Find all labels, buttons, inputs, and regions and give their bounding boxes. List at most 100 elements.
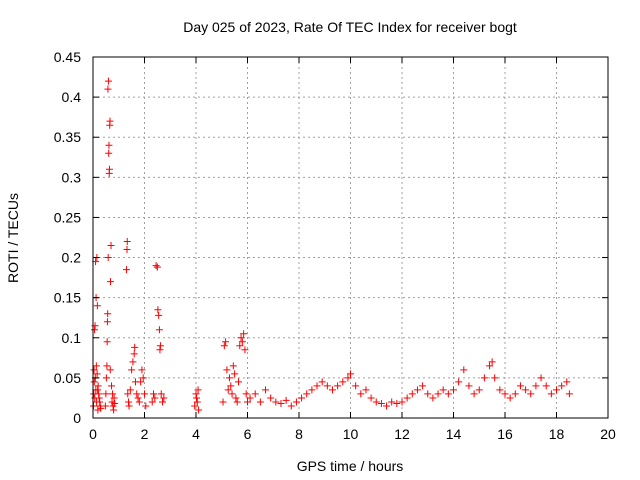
data-point — [90, 378, 98, 386]
data-point — [237, 334, 245, 342]
data-point — [220, 342, 228, 350]
data-point — [107, 242, 115, 250]
y-axis-label: ROTI / TECUs — [5, 193, 21, 283]
data-point — [388, 398, 396, 406]
data-point — [272, 398, 280, 406]
data-point — [444, 390, 452, 398]
data-point — [339, 378, 347, 386]
data-point — [455, 378, 463, 386]
data-point — [511, 390, 519, 398]
data-point — [91, 326, 99, 334]
data-point — [102, 374, 110, 382]
y-tick-label: 0.1 — [62, 330, 82, 346]
data-point — [159, 398, 167, 406]
x-tick-label: 0 — [89, 426, 97, 442]
data-point — [97, 404, 105, 412]
data-point — [139, 374, 147, 382]
data-point — [148, 398, 156, 406]
data-point — [105, 141, 113, 149]
data-point — [137, 378, 145, 386]
data-point — [344, 374, 352, 382]
data-point — [160, 394, 168, 402]
data-point — [565, 390, 573, 398]
data-point — [90, 366, 98, 374]
data-point — [106, 117, 114, 125]
data-point — [104, 85, 112, 93]
data-point — [547, 390, 555, 398]
data-point — [103, 362, 111, 370]
data-point — [357, 390, 365, 398]
data-point — [155, 326, 163, 334]
x-tick-label: 2 — [141, 426, 149, 442]
data-point — [123, 246, 131, 254]
data-point — [238, 338, 246, 346]
data-point — [102, 390, 110, 398]
data-point — [308, 386, 316, 394]
data-point — [298, 394, 306, 402]
data-point — [553, 386, 560, 394]
data-point — [96, 398, 104, 406]
data-point — [123, 238, 131, 246]
data-point — [383, 402, 391, 410]
y-tick-label: 0.35 — [54, 129, 81, 145]
data-point — [292, 398, 300, 406]
data-point — [233, 398, 241, 406]
x-tick-label: 4 — [192, 426, 200, 442]
data-point — [225, 374, 233, 382]
y-tick-label: 0.25 — [54, 209, 81, 225]
data-point — [352, 382, 360, 390]
data-point — [262, 386, 270, 394]
y-tick-label: 0 — [73, 410, 81, 426]
data-point — [155, 311, 163, 319]
data-point — [124, 390, 132, 398]
data-point — [111, 400, 119, 408]
data-point — [157, 390, 165, 398]
data-point — [229, 362, 237, 370]
data-point — [434, 390, 442, 398]
data-point — [267, 394, 275, 402]
data-point — [191, 402, 199, 410]
data-point — [93, 370, 101, 378]
data-point — [156, 342, 164, 350]
data-point — [110, 406, 118, 414]
data-point — [470, 390, 478, 398]
data-point — [129, 358, 137, 366]
data-point — [104, 310, 112, 318]
y-tick-label: 0.3 — [62, 169, 82, 185]
data-point — [501, 390, 509, 398]
data-point — [465, 382, 473, 390]
data-point — [128, 366, 136, 374]
data-point — [130, 350, 138, 358]
y-tick-label: 0.05 — [54, 370, 81, 386]
data-point — [95, 394, 103, 402]
data-point — [95, 390, 103, 398]
x-tick-label: 10 — [343, 426, 359, 442]
data-point — [527, 390, 535, 398]
data-point — [141, 390, 148, 398]
data-point — [303, 390, 311, 398]
data-point — [516, 382, 524, 390]
data-point — [154, 306, 162, 314]
data-point — [231, 370, 239, 378]
data-point — [537, 374, 545, 382]
data-point — [563, 378, 571, 386]
data-point — [403, 394, 411, 402]
data-point — [393, 400, 401, 408]
data-point — [103, 318, 111, 326]
data-point — [318, 378, 326, 386]
data-point — [150, 390, 158, 398]
data-point — [244, 398, 251, 406]
data-point — [480, 374, 488, 382]
data-point — [142, 402, 150, 410]
x-tick-label: 14 — [446, 426, 462, 442]
data-point — [103, 338, 111, 346]
x-tick-label: 6 — [244, 426, 252, 442]
data-point — [362, 386, 370, 394]
data-point — [109, 390, 117, 398]
data-point — [506, 394, 514, 402]
data-point — [156, 346, 164, 354]
data-point — [491, 374, 499, 382]
grid-layer — [93, 57, 608, 418]
data-point — [246, 394, 254, 402]
data-point — [125, 398, 133, 406]
